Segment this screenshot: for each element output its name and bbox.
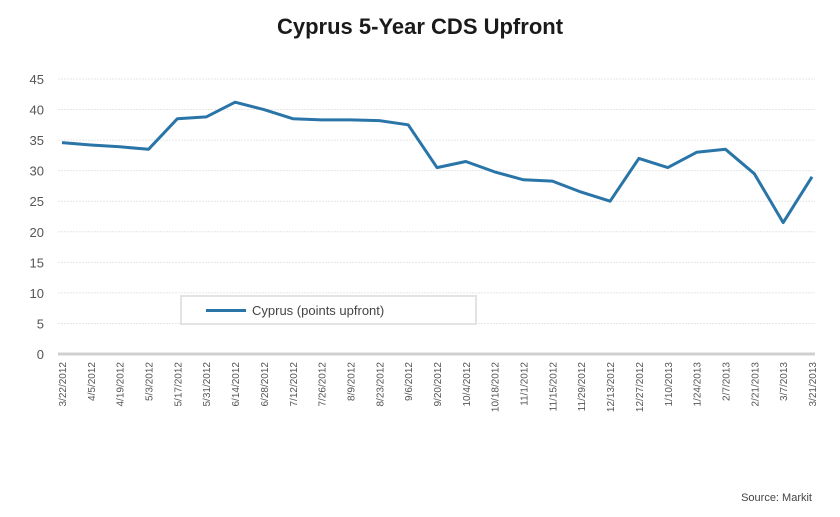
x-tick-label: 5/17/2012: [173, 362, 184, 407]
y-tick-label: 10: [30, 286, 44, 301]
x-tick-label: 3/7/2013: [779, 362, 790, 401]
x-tick-label: 6/28/2012: [260, 362, 271, 407]
x-tick-label: 2/21/2013: [750, 362, 761, 407]
x-tick-label: 12/27/2012: [635, 362, 646, 412]
y-tick-label: 40: [30, 103, 44, 118]
x-tick-label: 7/12/2012: [289, 362, 300, 407]
x-tick-label: 5/31/2012: [202, 362, 213, 407]
legend-line-swatch: [206, 308, 246, 312]
chart-legend: Cyprus (points upfront): [180, 295, 477, 325]
x-tick-label: 11/15/2012: [548, 362, 559, 412]
y-tick-label: 35: [30, 133, 44, 148]
x-tick-label: 1/24/2013: [693, 362, 704, 407]
y-tick-label: 45: [30, 72, 44, 87]
x-tick-label: 2/7/2013: [721, 362, 732, 401]
x-tick-label: 3/21/2013: [808, 362, 819, 407]
y-tick-label: 0: [37, 347, 44, 362]
series-line-cyprus: [61, 100, 814, 225]
y-tick-label: 15: [30, 255, 44, 270]
x-tick-label: 11/29/2012: [577, 362, 588, 412]
y-tick-label: 25: [30, 194, 44, 209]
x-tick-label: 7/26/2012: [318, 362, 329, 407]
y-tick-label: 20: [30, 225, 44, 240]
x-tick-label: 10/4/2012: [462, 362, 473, 407]
x-tick-label: 4/19/2012: [116, 362, 127, 407]
x-tick-label: 1/10/2013: [664, 362, 675, 407]
y-tick-label: 5: [37, 316, 44, 331]
x-tick-label: 8/9/2012: [346, 362, 357, 401]
x-tick-label: 12/13/2012: [606, 362, 617, 412]
y-tick-label: 30: [30, 164, 44, 179]
x-tick-label: 8/23/2012: [375, 362, 386, 407]
x-tick-label: 9/6/2012: [404, 362, 415, 401]
x-tick-label: 3/22/2012: [58, 362, 69, 407]
source-note: Source: Markit: [741, 492, 812, 504]
x-tick-label: 11/1/2012: [520, 362, 531, 406]
x-tick-label: 6/14/2012: [231, 362, 242, 407]
legend-label: Cyprus (points upfront): [252, 302, 385, 318]
chart-title: Cyprus 5-Year CDS Upfront: [276, 14, 564, 39]
x-tick-label: 10/18/2012: [491, 362, 502, 412]
x-tick-label: 9/20/2012: [433, 362, 444, 407]
x-tick-label: 5/3/2012: [145, 362, 156, 401]
x-tick-label: 4/5/2012: [87, 362, 98, 401]
